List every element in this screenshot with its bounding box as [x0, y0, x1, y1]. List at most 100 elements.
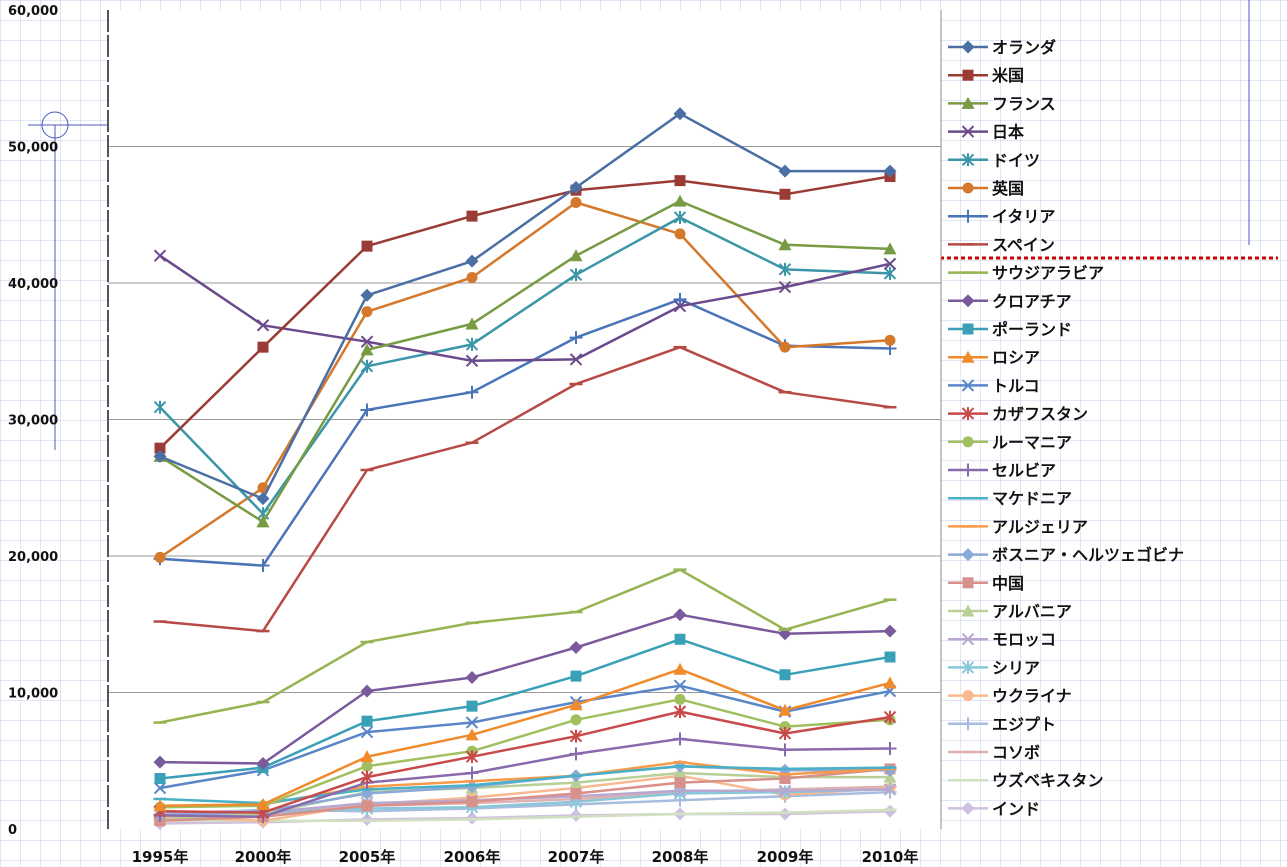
data-point [153, 781, 167, 795]
data-point [673, 292, 687, 306]
series-group [153, 705, 897, 820]
decor-circle [41, 111, 69, 139]
data-point [883, 710, 897, 724]
series-line [159, 345, 891, 633]
series-line [159, 568, 891, 724]
legend-entry: ウズベキスタン [948, 771, 1104, 790]
series-line [159, 668, 891, 808]
series-line [160, 808, 891, 823]
legend-label: 中国 [992, 574, 1024, 593]
x-tick-label: 2006年 [444, 848, 501, 866]
legend-entry: アルバニア [948, 602, 1072, 621]
legend-entry: モロッコ [948, 630, 1056, 649]
legend-entry: クロアチア [948, 292, 1072, 311]
series-line [159, 613, 891, 765]
legend-entry: カザフスタン [948, 405, 1088, 424]
data-point [673, 194, 687, 207]
data-point [674, 633, 686, 645]
x-axis-ticks: 1995年 2000年 2005年 2006年 2007年 2008年 2009年 2010年 [132, 848, 919, 866]
data-point [962, 690, 974, 702]
data-point [154, 772, 166, 784]
data-point [884, 651, 896, 663]
data-point [778, 807, 792, 821]
series-group [153, 194, 897, 528]
legend-label: インド [992, 799, 1040, 818]
data-point [569, 268, 583, 282]
legend-label: ドイツ [992, 151, 1040, 170]
data-point [569, 353, 583, 366]
data-point [673, 210, 687, 224]
legend-entry: イタリア [948, 207, 1055, 226]
data-point [465, 385, 479, 399]
data-point [961, 660, 975, 674]
series-line [159, 201, 891, 559]
series-line [159, 216, 891, 515]
series-line [159, 254, 891, 363]
data-point [570, 196, 582, 208]
legend-entry: コソボ [948, 743, 1040, 762]
x-tick-label: 2005年 [339, 848, 396, 866]
data-point [153, 400, 167, 414]
legend-entry: スペイン [948, 235, 1055, 254]
legend-label: 英国 [991, 179, 1024, 198]
data-point [673, 732, 687, 746]
legend-label: エジプト [992, 715, 1056, 734]
data-point [674, 777, 686, 789]
data-point [361, 306, 373, 318]
legend-entry: フランス [948, 94, 1056, 113]
data-point [466, 796, 478, 808]
legend-label: ボスニア・ヘルツェゴビナ [992, 546, 1184, 565]
data-point [778, 743, 792, 757]
legend-label: トルコ [992, 376, 1040, 395]
series-line [159, 710, 891, 814]
data-point [779, 188, 791, 200]
data-point [778, 238, 792, 251]
data-point [962, 436, 974, 448]
series-group [153, 292, 897, 573]
data-point [465, 716, 479, 729]
data-point [961, 407, 975, 421]
legend-label: セルビア [992, 461, 1056, 480]
data-point [778, 703, 792, 716]
data-point [673, 107, 687, 121]
data-point [674, 228, 686, 240]
data-point [256, 756, 270, 770]
data-point [779, 772, 791, 784]
legend-label: ウズベキスタン [992, 771, 1104, 790]
legend-entry: インド [948, 799, 1040, 818]
series-group [153, 608, 897, 770]
data-point [360, 343, 374, 356]
legend-label: アルジェリア [992, 517, 1088, 536]
legend-entry: 英国 [948, 179, 1024, 198]
data-point [570, 788, 582, 800]
data-point [360, 335, 374, 348]
y-tick-label: 20,000 [8, 550, 58, 565]
data-point [883, 266, 897, 280]
series-line [159, 684, 891, 790]
data-point [673, 608, 687, 622]
data-point [883, 257, 897, 271]
data-point [962, 69, 974, 81]
legend-entry: 日本 [948, 123, 1024, 142]
legend-label: イタリア [992, 207, 1055, 226]
x-tick-label: 2008年 [652, 848, 709, 866]
data-point [360, 684, 374, 698]
legend-entry: シリア [948, 658, 1040, 677]
data-point [961, 801, 975, 815]
data-point [674, 175, 686, 187]
series-group [153, 568, 897, 724]
series-line [159, 298, 891, 567]
data-point [961, 632, 975, 646]
series-line [159, 737, 891, 818]
data-point [465, 766, 479, 780]
data-point [360, 750, 374, 763]
data-point [153, 249, 167, 262]
legend-label: スペイン [992, 235, 1055, 254]
data-point [465, 728, 479, 741]
legend-entry: 中国 [948, 574, 1024, 593]
data-point [569, 331, 583, 345]
data-point [883, 624, 897, 638]
data-point [465, 780, 479, 794]
data-point [465, 254, 479, 268]
data-point [360, 288, 374, 302]
